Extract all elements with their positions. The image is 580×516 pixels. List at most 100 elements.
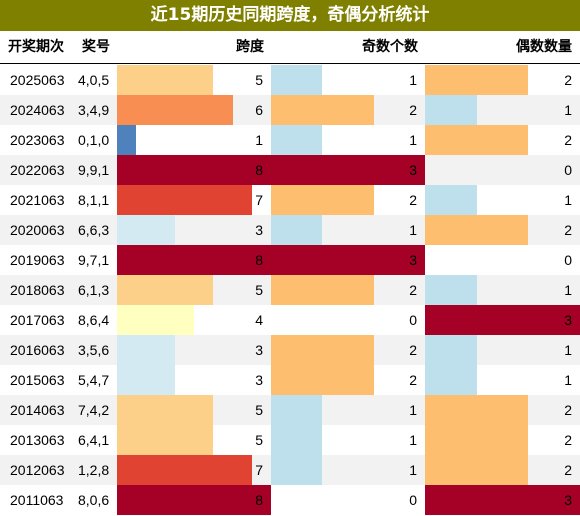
numbers-cell: 4,0,5 [78,72,110,88]
span-value: 3 [255,222,263,238]
numbers-cell: 9,9,1 [78,162,110,178]
odd-count-bar [271,425,323,455]
odd-count-bar [271,155,425,185]
span-value: 6 [255,102,263,118]
span-value: 8 [255,162,263,178]
span-value: 8 [255,252,263,268]
even-count-value: 3 [564,312,572,328]
odd-count-bar [271,65,323,95]
even-count-bar [425,425,529,455]
span-bar [117,245,271,275]
header-numbers: 奖号 [82,39,110,55]
odd-count-bar [271,125,323,155]
odd-count-bar [271,335,374,365]
even-count-bar [425,395,529,425]
even-count-bar [425,185,477,215]
numbers-cell: 1,2,8 [78,462,110,478]
period-cell: 2019063 [10,252,65,268]
odd-count-bar [271,245,425,275]
even-count-bar [425,335,477,365]
table-row: 2013063 6,4,1 5 1 2 [0,425,580,455]
period-cell: 2022063 [10,162,65,178]
even-count-value: 2 [564,462,572,478]
table-row: 2021063 8,1,1 7 2 1 [0,185,580,215]
span-bar [117,185,252,215]
numbers-cell: 7,4,2 [78,402,110,418]
span-value: 7 [255,462,263,478]
odd-count-value: 2 [409,102,417,118]
span-bar [117,425,214,455]
numbers-cell: 8,1,1 [78,192,110,208]
period-cell: 2011063 [10,492,64,508]
even-count-value: 2 [564,222,572,238]
numbers-cell: 6,1,3 [78,282,110,298]
span-value: 4 [255,312,263,328]
numbers-cell: 8,0,6 [78,492,110,508]
span-value: 1 [255,132,263,148]
period-cell: 2015063 [10,372,65,388]
odd-count-value: 3 [409,162,417,178]
span-bar [117,305,194,335]
table-row: 2016063 3,5,6 3 2 1 [0,335,580,365]
even-count-value: 1 [564,282,572,298]
odd-count-value: 2 [409,192,417,208]
table-row: 2014063 7,4,2 5 1 2 [0,395,580,425]
odd-count-bar [271,395,323,425]
odd-count-value: 1 [409,222,417,238]
span-bar [117,455,252,485]
even-count-bar [425,95,477,125]
even-count-value: 0 [564,252,572,268]
period-cell: 2012063 [10,462,65,478]
even-count-bar [425,305,580,335]
odd-count-value: 1 [409,432,417,448]
even-count-bar [425,365,477,395]
table-row: 2019063 9,7,1 8 3 0 [0,245,580,275]
numbers-cell: 9,7,1 [78,252,110,268]
numbers-cell: 8,6,4 [78,312,110,328]
span-bar [117,215,175,245]
odd-count-value: 1 [409,132,417,148]
odd-count-bar [271,185,374,215]
odd-count-value: 2 [409,342,417,358]
even-count-value: 1 [564,372,572,388]
even-count-bar [425,485,580,515]
table-row: 2018063 6,1,3 5 2 1 [0,275,580,305]
odd-count-value: 0 [409,492,417,508]
even-count-bar [425,455,529,485]
span-value: 7 [255,192,263,208]
period-cell: 2020063 [10,222,65,238]
odd-count-bar [271,275,374,305]
page-title: 近15期历史同期跨度，奇偶分析统计 [0,0,580,31]
header-period: 开奖期次 [8,39,64,55]
even-count-value: 2 [564,402,572,418]
numbers-cell: 6,4,1 [78,432,110,448]
odd-count-bar [271,365,374,395]
span-bar [117,395,214,425]
span-value: 5 [255,282,263,298]
numbers-cell: 3,4,9 [78,102,110,118]
span-bar [117,95,233,125]
period-cell: 2025063 [10,72,65,88]
even-count-bar [425,65,529,95]
span-bar [117,155,271,185]
even-count-value: 1 [564,102,572,118]
table-row: 2023063 0,1,0 1 1 2 [0,125,580,155]
odd-count-bar [271,215,323,245]
odd-count-bar [271,95,374,125]
span-value: 3 [255,372,263,388]
odd-count-value: 0 [409,312,417,328]
odd-count-value: 2 [409,282,417,298]
period-cell: 2016063 [10,342,65,358]
odd-count-value: 2 [409,372,417,388]
span-bar [117,365,175,395]
header-span: 跨度 [236,39,264,55]
span-bar [117,485,271,515]
period-cell: 2023063 [10,132,65,148]
odd-count-value: 1 [409,402,417,418]
even-count-value: 0 [564,162,572,178]
table-row: 2022063 9,9,1 8 3 0 [0,155,580,185]
numbers-cell: 5,4,7 [78,372,110,388]
table-header: 开奖期次 奖号 跨度 奇数个数 偶数数量 [0,31,580,64]
even-count-value: 2 [564,132,572,148]
table-row: 2025063 4,0,5 5 1 2 [0,65,580,95]
